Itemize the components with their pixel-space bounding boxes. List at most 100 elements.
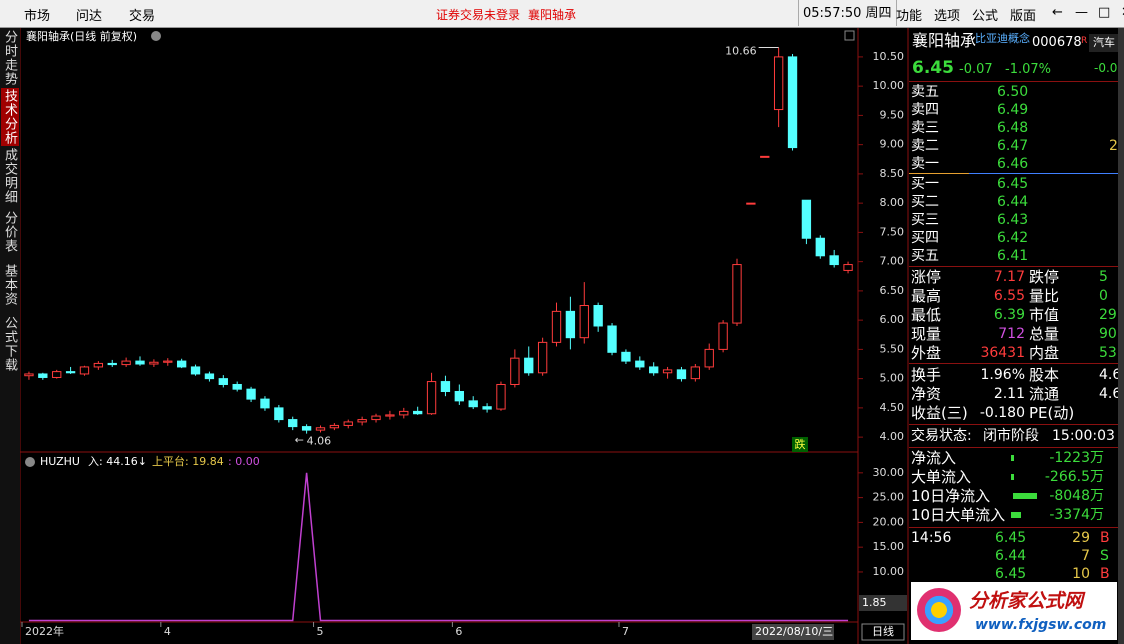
side-tab[interactable]: 技术分析 [1, 88, 19, 146]
low-arrow: ← [295, 434, 304, 447]
finance-value: 1.96% [980, 367, 1025, 383]
logo-name: 分析家公式网 [969, 590, 1084, 612]
stat-label: 市值 [1029, 306, 1060, 324]
tool-menu[interactable]: 公式 [972, 9, 999, 24]
candle-body [760, 155, 770, 158]
candle-body [468, 400, 478, 408]
candle-body [399, 410, 409, 416]
price-change: -0.07 [959, 62, 993, 77]
tool-menu[interactable]: 版面 [1010, 9, 1037, 24]
y-tick-label: 4.00 [880, 430, 905, 443]
indicator-readout: 入: 44.16↓ [88, 455, 147, 468]
y-tick-label: 30.00 [873, 466, 905, 479]
order-price: 6.48 [997, 120, 1029, 136]
flag: R [1081, 36, 1088, 46]
candle-body [93, 362, 104, 368]
separator [969, 173, 1118, 174]
order-label: 买二 [911, 194, 939, 210]
logo-url: www.fxjgsw.com [975, 617, 1107, 633]
window-button[interactable]: ← [1052, 5, 1063, 20]
window-button[interactable]: □ [1098, 5, 1111, 20]
candle-body [176, 360, 187, 368]
candle-body [218, 378, 228, 385]
marker-box [792, 437, 808, 452]
y-tick-label: 20.00 [873, 515, 905, 528]
order-label: 卖三 [911, 120, 939, 136]
candle-body [426, 381, 437, 415]
finance-label: 股本 [1029, 366, 1060, 384]
trade-price: 6.45 [995, 566, 1027, 582]
sector-tab: 汽车 [1089, 34, 1118, 52]
stat-value: 6.39 [993, 307, 1025, 323]
side-tab[interactable]: 成交明细 [2, 148, 17, 204]
separator [909, 81, 1118, 82]
order-price: 6.41 [997, 248, 1029, 264]
separator [909, 527, 1118, 528]
chart-title: 襄阳轴承(日线 前复权) [26, 29, 137, 43]
order-price: 6.46 [997, 156, 1029, 172]
trade-price: 6.44 [995, 548, 1027, 564]
order-label: 买一 [911, 176, 939, 192]
stock-link[interactable]: 襄阳轴承 [528, 8, 577, 22]
side-tab[interactable]: 公式下载 [2, 316, 17, 372]
menu-item[interactable]: 问达 [76, 9, 103, 24]
menu-item[interactable]: 市场 [24, 9, 51, 24]
order-price: 6.47 [997, 138, 1029, 154]
finance-value: -0.180 [979, 405, 1025, 421]
side-tab[interactable]: 分时走势 [2, 30, 17, 86]
status-label: 交易状态: [911, 428, 972, 444]
order-label: 卖五 [911, 84, 939, 100]
x-tick-label: 6 [455, 625, 462, 638]
tool-menu[interactable]: 选项 [934, 9, 961, 24]
finance-label: 净资 [911, 385, 942, 403]
y-tick-label: 8.00 [880, 196, 905, 209]
finance-value: 4.6 [1099, 386, 1118, 402]
flow-bar [1011, 455, 1014, 461]
y-tick-label: 25.00 [873, 491, 905, 504]
menu-item[interactable]: 交易 [129, 9, 156, 24]
order-price: 6.45 [997, 176, 1029, 192]
separator [909, 424, 1118, 425]
stat-label: 总量 [1029, 325, 1060, 343]
y-tick-label: 8.50 [880, 167, 905, 180]
finance-value: 4.6 [1099, 367, 1118, 383]
finance-value: 2.11 [993, 386, 1025, 402]
candle-body [440, 381, 451, 393]
logo-icon [917, 588, 961, 632]
candle-body [79, 366, 90, 375]
candle-body [690, 366, 701, 380]
y-tick-label: 5.00 [880, 372, 905, 385]
candle-body [510, 357, 520, 385]
y-tick-label: 6.00 [880, 313, 905, 326]
y-tick-label: 4.50 [880, 401, 905, 414]
flow-label: 10日净流入 [911, 487, 991, 505]
y-tick-label: 7.00 [880, 255, 905, 268]
trade-side: B [1100, 566, 1110, 582]
clock: 05:57:50 周四 [798, 0, 897, 26]
current-value-box [859, 595, 907, 611]
side-tab[interactable]: 基本资料 [2, 264, 17, 306]
separator [909, 266, 1118, 267]
order-price: 6.49 [997, 102, 1029, 118]
separator [909, 363, 1118, 364]
candle-body [121, 360, 131, 366]
order-price: 6.42 [997, 230, 1029, 246]
chart-icon [844, 30, 855, 41]
status: 闭市阶段 [983, 428, 1039, 444]
finance-label: PE(动) [1029, 404, 1075, 422]
indicator-line [28, 472, 849, 622]
flow-value: -1223万 [1049, 450, 1104, 466]
stat-value: 36431 [980, 345, 1025, 361]
window-button[interactable]: ✕ [1121, 5, 1124, 20]
side-tab[interactable]: 分价表 [2, 211, 17, 253]
window-button[interactable]: — [1075, 5, 1088, 20]
trade-price: 6.45 [995, 530, 1027, 546]
y-tick-label: 9.50 [880, 108, 905, 121]
sector-change: -0.0 [1094, 61, 1118, 75]
tool-menu[interactable]: 功能 [896, 9, 923, 24]
candle-body [829, 255, 839, 266]
trade-side: B [1100, 530, 1110, 546]
stat-value: 29. [1099, 307, 1118, 323]
stat-value: 7.17 [993, 269, 1025, 285]
